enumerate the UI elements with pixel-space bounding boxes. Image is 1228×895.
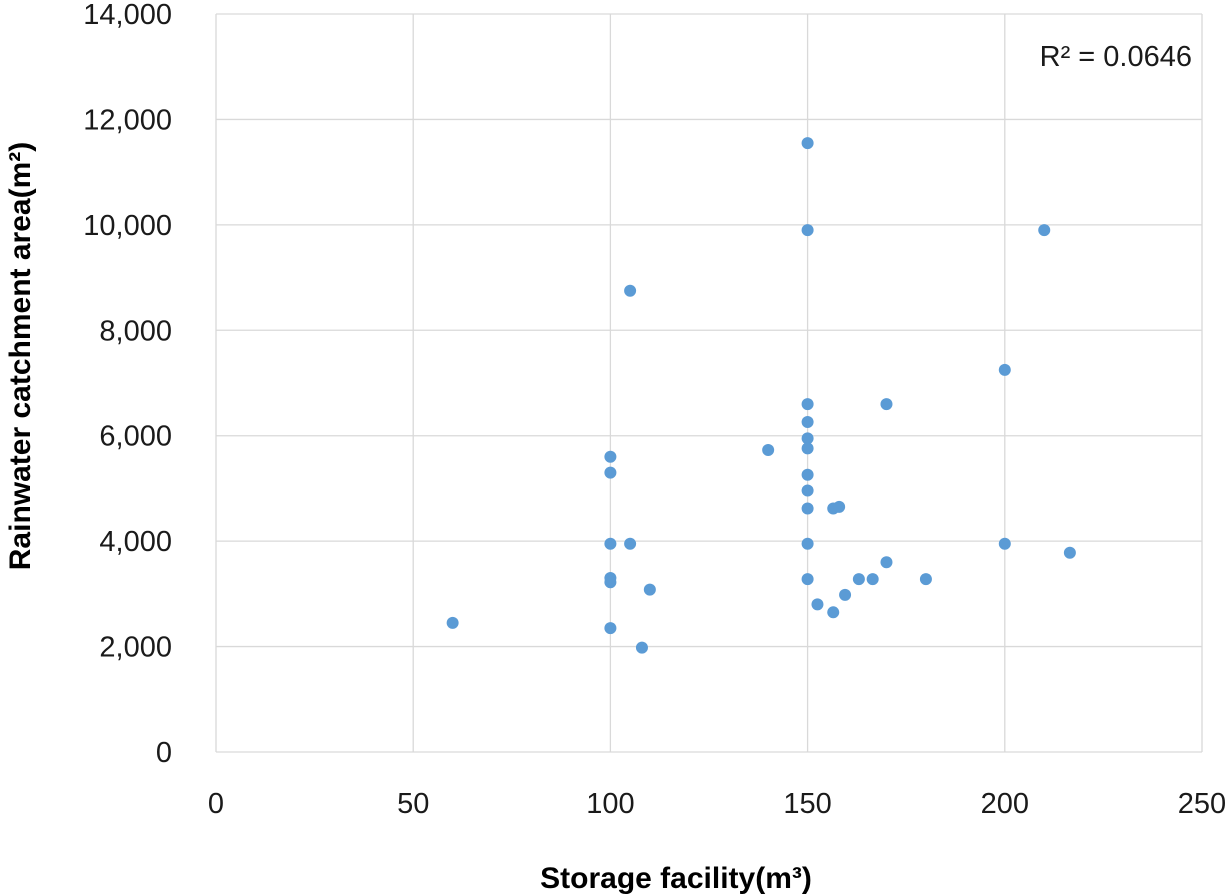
y-tick-label: 10,000 [83,210,172,242]
data-point [801,224,814,237]
data-points [446,137,1076,654]
data-point [919,573,932,586]
y-tick-label: 12,000 [83,104,172,136]
data-point [998,363,1011,376]
grid [215,13,1203,753]
x-tick-label: 150 [783,788,831,820]
data-point [801,416,814,429]
data-point [801,537,814,550]
data-point [801,398,814,411]
y-tick-label: 2,000 [99,632,172,664]
x-tick-label: 200 [981,788,1029,820]
r-squared-annotation: R² = 0.0646 [1040,41,1192,73]
x-tick-label: 100 [586,788,634,820]
data-point [880,556,893,569]
data-point [801,137,814,150]
y-tick-label: 14,000 [83,0,172,31]
data-point [643,583,656,596]
data-point [604,537,617,550]
data-point [833,500,846,513]
data-point [801,502,814,515]
data-point [801,442,814,455]
x-tick-label: 50 [397,788,429,820]
y-tick-label: 6,000 [99,421,172,453]
data-point [604,576,617,589]
data-point [604,450,617,463]
data-point [762,443,775,456]
x-axis-title: Storage facility(m³) [540,862,812,895]
data-point [801,468,814,481]
y-axis-ticks: 0 2,000 4,000 6,000 8,000 10,000 12,000 14,000 [83,0,172,769]
data-point [635,641,648,654]
data-point [604,466,617,479]
y-tick-label: 8,000 [99,315,172,347]
data-point [1063,546,1076,559]
data-point [624,284,637,297]
data-point [604,622,617,635]
x-tick-label: 250 [1178,788,1226,820]
data-point [801,484,814,497]
data-point [811,598,824,611]
data-point [801,432,814,445]
y-tick-label: 4,000 [99,526,172,558]
x-tick-label: 0 [208,788,224,820]
y-tick-label: 0 [156,737,172,769]
data-point [839,588,852,601]
data-point [880,398,893,411]
x-axis-ticks: 0 50 100 150 200 250 [208,788,1226,820]
data-point [624,537,637,550]
data-point [446,616,459,629]
data-point [852,573,865,586]
data-point [866,573,879,586]
data-point [998,537,1011,550]
data-point [801,573,814,586]
data-point [827,606,840,619]
y-axis-title: Rainwater catchment area(m²) [4,142,37,570]
data-point [1038,224,1051,237]
